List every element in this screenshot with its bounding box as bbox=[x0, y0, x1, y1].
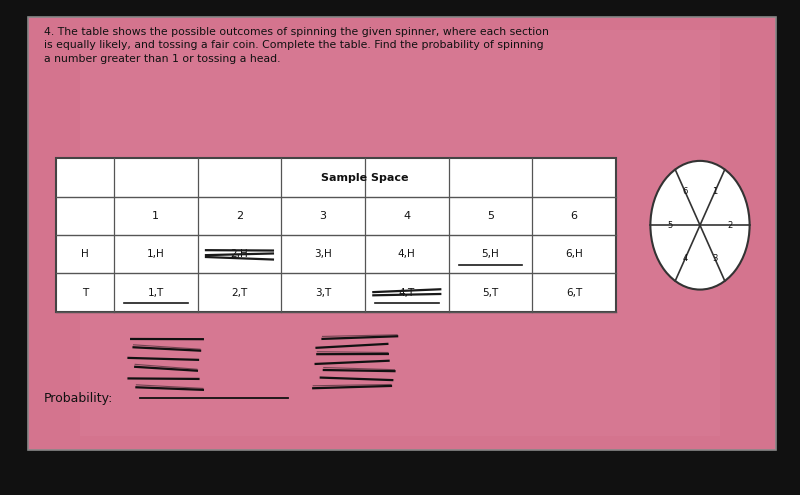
Text: 1,H: 1,H bbox=[147, 249, 165, 259]
Text: 4,T: 4,T bbox=[398, 288, 415, 297]
Text: 1: 1 bbox=[712, 187, 718, 197]
Text: 5,H: 5,H bbox=[482, 249, 499, 259]
Text: 5: 5 bbox=[668, 221, 673, 230]
Text: 5,T: 5,T bbox=[482, 288, 498, 297]
Text: 2: 2 bbox=[236, 211, 243, 221]
FancyBboxPatch shape bbox=[28, 17, 776, 450]
Text: 2,H: 2,H bbox=[230, 249, 248, 259]
Text: 6,T: 6,T bbox=[566, 288, 582, 297]
Text: 6: 6 bbox=[682, 187, 688, 197]
Text: 2: 2 bbox=[727, 221, 732, 230]
Text: 3: 3 bbox=[712, 254, 718, 263]
Text: 4,H: 4,H bbox=[398, 249, 416, 259]
Text: T: T bbox=[82, 288, 88, 297]
Text: 4: 4 bbox=[682, 254, 688, 263]
Text: Sample Space: Sample Space bbox=[322, 173, 409, 183]
Text: 6: 6 bbox=[570, 211, 578, 221]
Bar bbox=[56, 158, 616, 312]
Text: 6,H: 6,H bbox=[566, 249, 583, 259]
Text: 4. The table shows the possible outcomes of spinning the given spinner, where ea: 4. The table shows the possible outcomes… bbox=[44, 27, 549, 64]
Text: 1: 1 bbox=[152, 211, 159, 221]
FancyBboxPatch shape bbox=[80, 30, 720, 436]
Text: 1,T: 1,T bbox=[148, 288, 164, 297]
Text: 2,T: 2,T bbox=[231, 288, 247, 297]
Text: 3,H: 3,H bbox=[314, 249, 332, 259]
Text: 3,T: 3,T bbox=[315, 288, 331, 297]
Text: 3: 3 bbox=[320, 211, 326, 221]
Text: Probability:: Probability: bbox=[44, 392, 114, 405]
Text: 4: 4 bbox=[403, 211, 410, 221]
Ellipse shape bbox=[650, 161, 750, 290]
Text: H: H bbox=[81, 249, 89, 259]
Text: 5: 5 bbox=[487, 211, 494, 221]
